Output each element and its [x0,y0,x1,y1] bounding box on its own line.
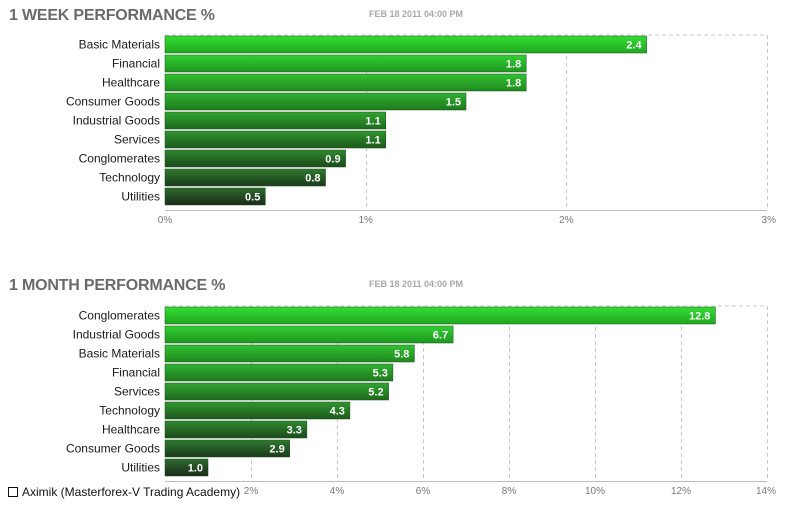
bar [164,325,454,344]
data-label: 1.8 [506,59,521,71]
bar [164,306,716,325]
month-performance-panel: 1 MONTH PERFORMANCE % FEB 18 2011 04:00 … [0,270,791,506]
watermark-text: Aximik (Masterforex-V Trading Academy) [22,485,241,499]
category-label: Financial [112,57,160,71]
chart-timestamp: FEB 18 2011 04:00 PM [369,9,464,19]
category-label: Industrial Goods [73,114,160,128]
tick-label: 10% [585,486,605,497]
bar [164,344,415,363]
tick-label: 8% [502,486,517,497]
tick-label: 2% [244,486,259,497]
category-label: Healthcare [102,423,160,437]
bar [164,73,527,92]
bar [164,92,467,111]
category-label: Services [114,133,160,147]
category-label: Utilities [121,190,160,204]
week-performance-panel: 1 WEEK PERFORMANCE % FEB 18 2011 04:00 P… [0,0,791,240]
category-label: Healthcare [102,76,160,90]
tick-label: 12% [671,486,691,497]
chart-title: 1 MONTH PERFORMANCE % [9,277,226,294]
category-label: Technology [99,404,160,418]
category-label: Utilities [121,461,160,475]
bar [164,382,389,401]
bar [164,149,346,168]
tick-label: 1% [358,215,373,226]
data-label: 0.8 [305,173,320,185]
bar [164,35,647,54]
category-label: Basic Materials [79,38,160,52]
data-label: 5.3 [373,368,388,380]
bar [164,363,394,382]
bar [164,54,527,73]
bar [164,187,266,206]
data-label: 12.8 [689,311,710,323]
data-label: 1.5 [446,97,461,109]
data-label: 1.0 [188,463,203,475]
category-label: Conglomerates [79,309,160,323]
data-label: 6.7 [433,330,448,342]
data-label: 0.5 [245,192,260,204]
data-label: 2.4 [626,40,642,52]
chart-timestamp: FEB 18 2011 04:00 PM [369,279,464,289]
bar [164,458,209,477]
tick-label: 14% [756,486,776,497]
watermark: Aximik (Masterforex-V Trading Academy) [8,485,240,499]
category-label: Services [114,385,160,399]
bar [164,401,351,420]
tick-label: 2% [559,215,574,226]
category-label: Technology [99,171,160,185]
bar [164,130,386,149]
data-label: 2.9 [269,444,284,456]
data-label: 4.3 [330,406,345,418]
tick-label: 4% [330,486,345,497]
category-label: Industrial Goods [73,328,160,342]
data-label: 1.1 [365,116,380,128]
chart-title: 1 WEEK PERFORMANCE % [9,7,215,24]
data-label: 0.9 [325,154,340,166]
category-label: Basic Materials [79,347,160,361]
category-label: Consumer Goods [66,95,160,109]
tick-label: 6% [416,486,431,497]
data-label: 3.3 [287,425,302,437]
tick-label: 0% [158,215,173,226]
tick-label: 3% [762,215,777,226]
month-performance-chart: Conglomerates 12.8 Industrial Goods 6.7 Basi… [66,305,776,497]
bar [164,439,290,458]
data-label: 5.8 [394,349,409,361]
bar [164,111,386,130]
bar [164,420,308,439]
week-performance-chart: Basic Materials 2.4 Financial 1.8 Healthcare… [66,34,777,226]
data-label: 1.8 [506,78,521,90]
data-label: 5.2 [368,387,383,399]
category-label: Financial [112,366,160,380]
checkbox-square-icon [8,487,18,497]
bar [164,168,326,187]
category-label: Conglomerates [79,152,160,166]
category-label: Consumer Goods [66,442,160,456]
data-label: 1.1 [365,135,380,147]
